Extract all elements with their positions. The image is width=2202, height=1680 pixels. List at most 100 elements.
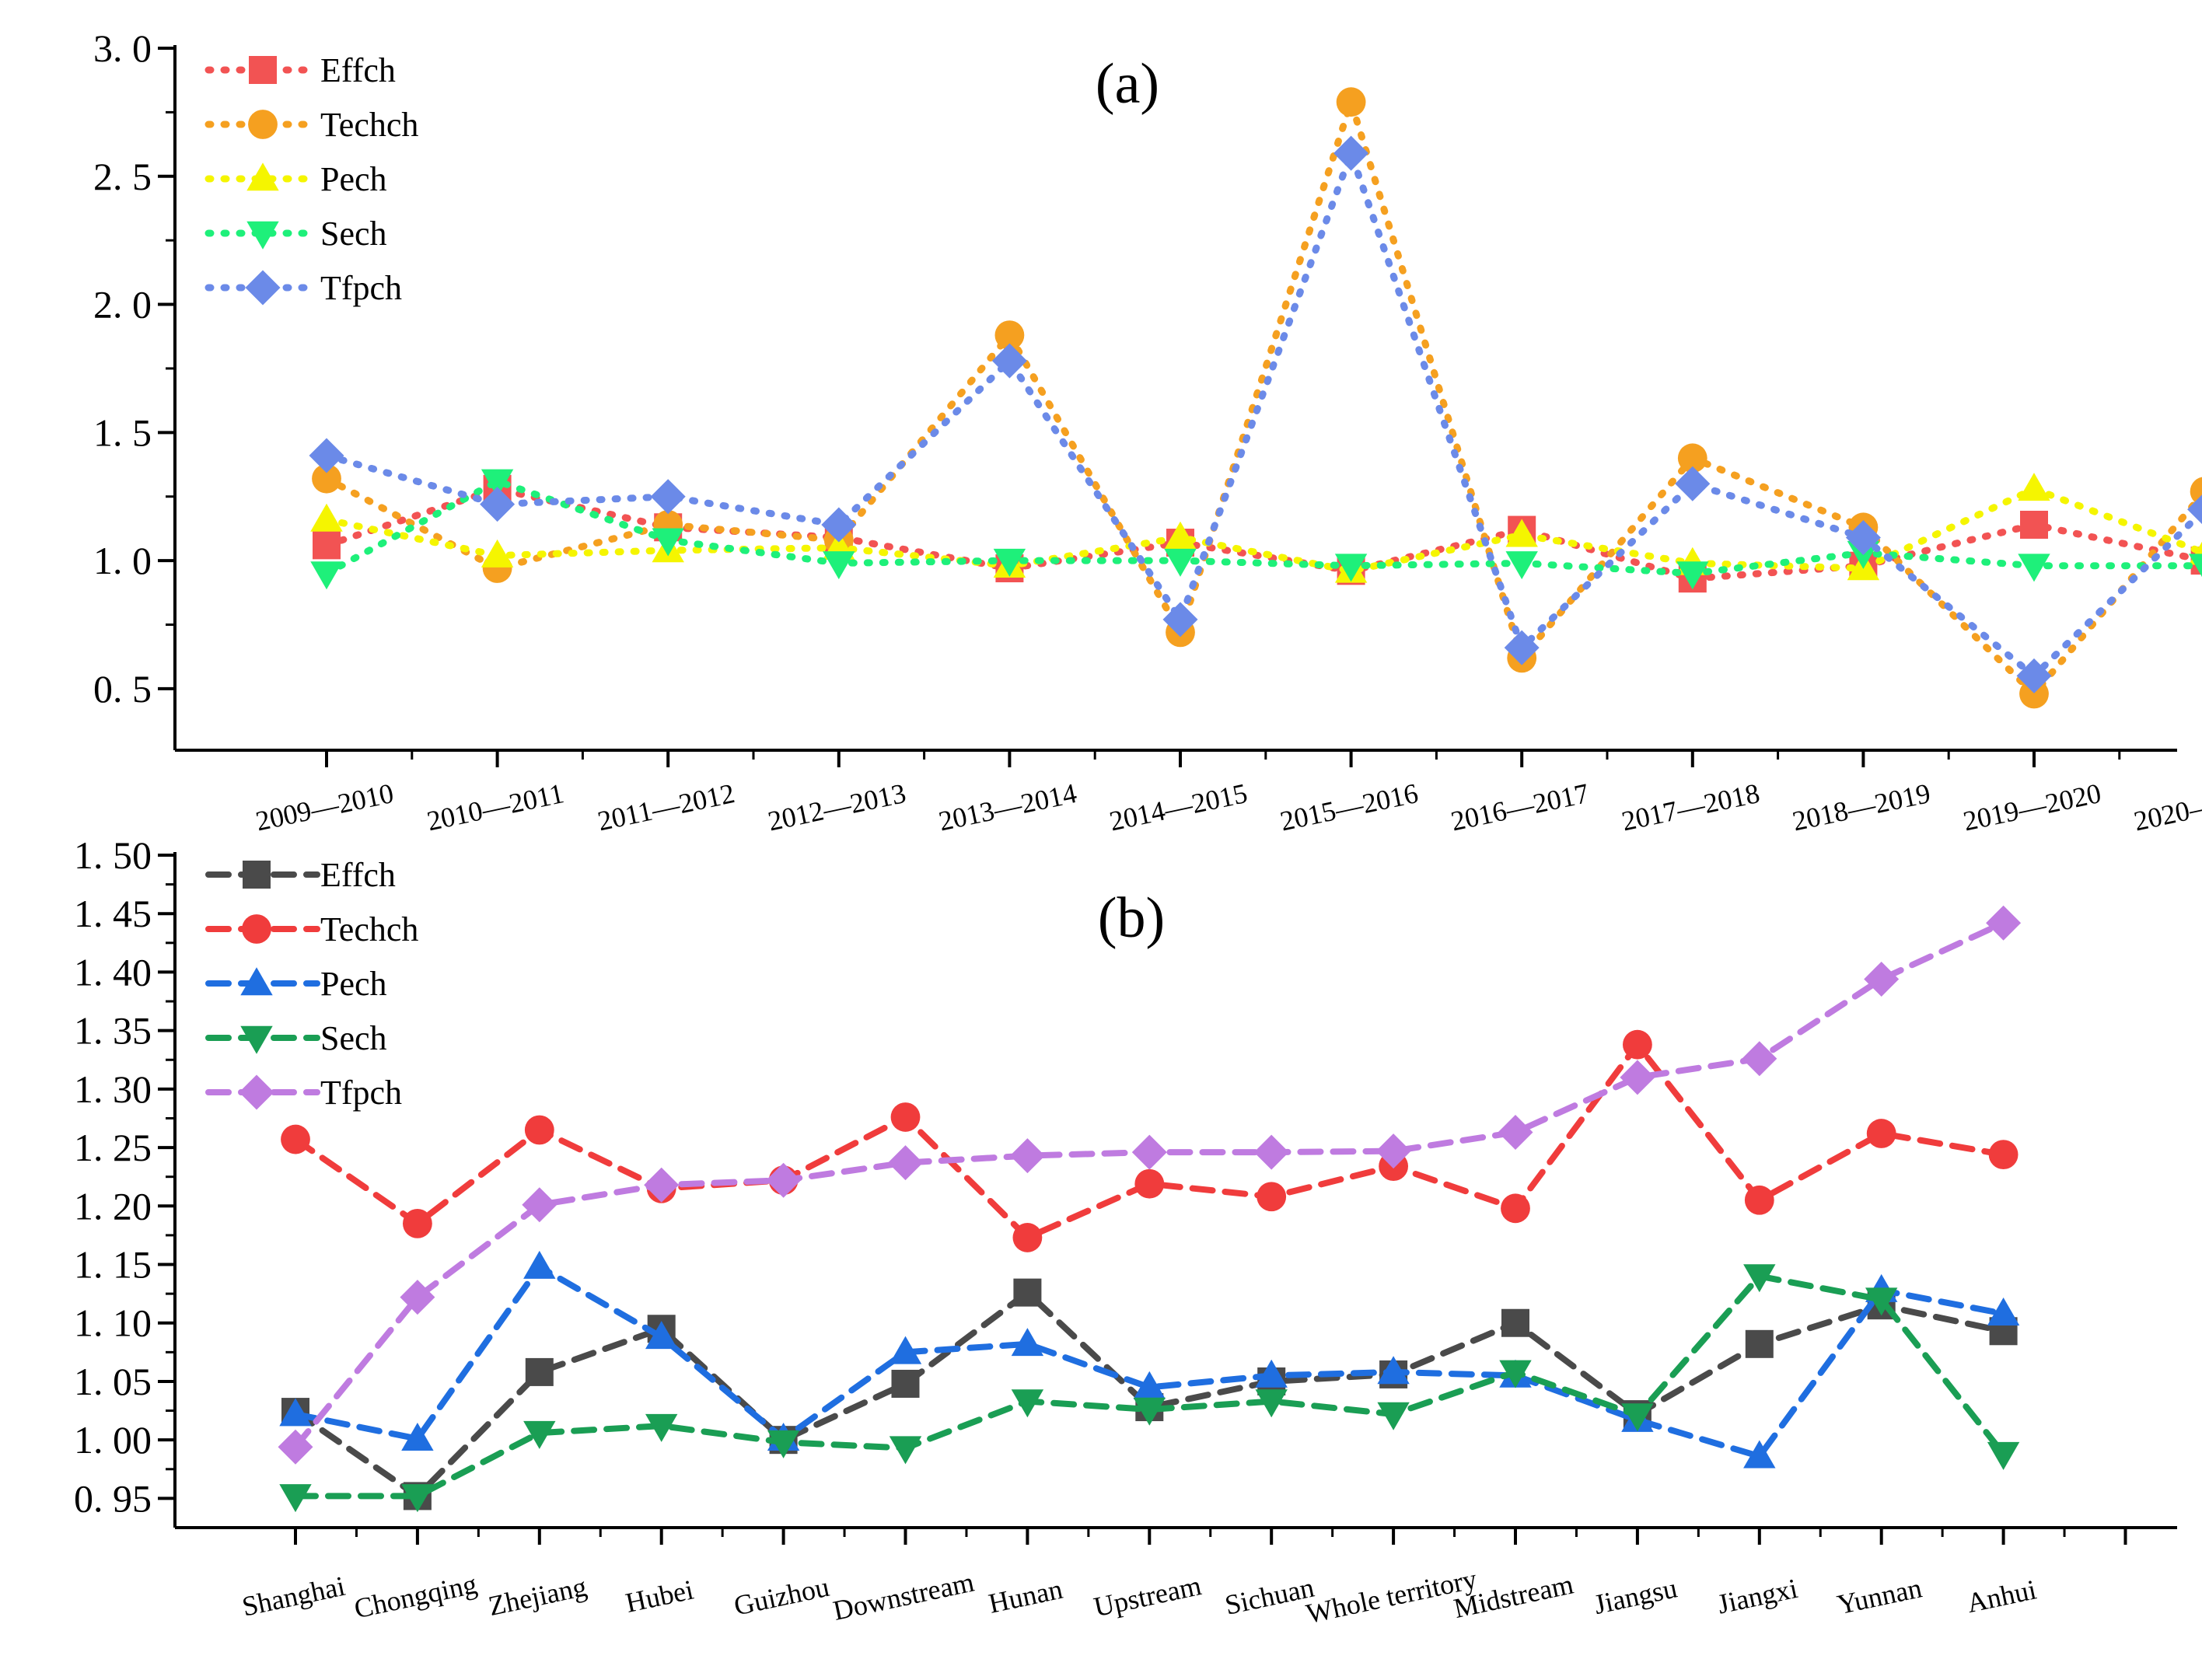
legend-label-effch: Effch bbox=[320, 51, 396, 89]
data-point-tfpch bbox=[522, 1187, 557, 1223]
x-tick-label: 2012—2013 bbox=[765, 777, 908, 837]
data-point-sech bbox=[481, 469, 514, 498]
panel-a-axes: 0. 5 1. 0 1. 5 2. 0 2. 5 3. 0 2009—2010 2010—20… bbox=[93, 26, 2202, 837]
data-point-tfpch bbox=[821, 507, 857, 543]
data-point-pech bbox=[401, 1422, 434, 1451]
data-point-pech bbox=[1505, 519, 1538, 547]
data-point-sech bbox=[2018, 554, 2050, 582]
data-point-techch bbox=[1677, 443, 1707, 473]
data-point-pech bbox=[1987, 1298, 2020, 1326]
panel-b-series-layer bbox=[278, 905, 2022, 1513]
panel-a-legend: Effch Techch Pech Sech Tfpch bbox=[204, 51, 418, 307]
legend-marker-sech bbox=[240, 1025, 273, 1054]
data-point-tfpch bbox=[400, 1280, 435, 1315]
y-tick-label: 1. 25 bbox=[74, 1126, 152, 1169]
data-point-sech bbox=[889, 1436, 922, 1465]
series-line-sech bbox=[323, 477, 2202, 578]
legend-marker-effch bbox=[243, 861, 271, 889]
data-point-pech bbox=[645, 1321, 678, 1350]
series-tfpch bbox=[309, 135, 2202, 693]
data-point-tfpch bbox=[309, 438, 344, 473]
panel-b-legend: Effch Techch Pech Sech Tfpch bbox=[205, 856, 418, 1112]
data-point-sech bbox=[1377, 1402, 1410, 1430]
data-point-techch bbox=[1744, 1185, 1774, 1215]
data-point-tfpch bbox=[1620, 1060, 1655, 1095]
series-sech bbox=[279, 1264, 2020, 1513]
data-point-effch bbox=[1501, 1308, 1529, 1337]
data-point-techch bbox=[2019, 679, 2049, 709]
data-point-techch bbox=[994, 320, 1025, 351]
data-point-pech bbox=[2018, 473, 2050, 501]
legend-marker-techch bbox=[242, 914, 271, 944]
x-tick-label: 2019—2020 bbox=[1960, 777, 2103, 837]
legend-label-sech: Sech bbox=[320, 1019, 387, 1057]
data-point-tfpch bbox=[278, 1429, 313, 1465]
data-point-effch bbox=[1013, 1278, 1042, 1307]
data-point-tfpch bbox=[1253, 1134, 1289, 1170]
data-point-sech bbox=[767, 1430, 800, 1458]
data-point-techch bbox=[1866, 1119, 1896, 1148]
data-point-sech bbox=[1499, 1360, 1532, 1388]
data-point-effch bbox=[1745, 1329, 1774, 1358]
x-tick-label: Sichuan bbox=[1222, 1572, 1317, 1621]
data-point-pech bbox=[310, 503, 343, 532]
data-point-effch bbox=[891, 1369, 920, 1398]
data-point-sech bbox=[279, 1484, 312, 1513]
legend-marker-sech bbox=[246, 221, 279, 250]
data-point-tfpch bbox=[1986, 905, 2022, 941]
data-point-sech bbox=[401, 1484, 434, 1513]
y-tick-label: 1. 05 bbox=[74, 1360, 152, 1403]
data-point-tfpch bbox=[1864, 961, 1900, 997]
y-tick-label: 1. 20 bbox=[74, 1184, 152, 1228]
data-point-sech bbox=[1133, 1397, 1166, 1426]
x-tick-label: 2016—2017 bbox=[1449, 777, 1592, 837]
x-tick-label: 2011—2012 bbox=[595, 777, 737, 837]
data-point-sech bbox=[1164, 548, 1197, 577]
data-point-pech bbox=[481, 539, 514, 568]
legend-label-effch: Effch bbox=[320, 856, 396, 894]
x-tick-label: Downstream bbox=[830, 1566, 977, 1626]
data-point-tfpch bbox=[1131, 1134, 1167, 1170]
data-point-tfpch bbox=[1675, 466, 1711, 501]
x-tick-label: Chongqing bbox=[351, 1568, 480, 1624]
data-point-sech bbox=[1743, 1264, 1776, 1293]
series-line-effch bbox=[323, 485, 2202, 582]
x-tick-label: Hunan bbox=[986, 1573, 1065, 1619]
data-point-effch bbox=[313, 531, 341, 560]
x-tick-label: 2010—2011 bbox=[425, 777, 567, 837]
data-point-pech bbox=[889, 1336, 922, 1364]
data-point-techch bbox=[1623, 1029, 1652, 1060]
data-point-pech bbox=[1743, 1440, 1776, 1469]
data-point-sech bbox=[1505, 551, 1538, 580]
data-point-pech bbox=[1133, 1371, 1166, 1399]
x-tick-label: Upstream bbox=[1091, 1570, 1204, 1622]
x-tick-label: 2014—2015 bbox=[1106, 777, 1250, 837]
data-point-sech bbox=[645, 1413, 678, 1442]
data-point-techch bbox=[281, 1124, 310, 1154]
panel-b-axes: 0. 95 1. 00 1. 05 1. 10 1. 15 1. 20 1. 25 1. 30… bbox=[74, 833, 2177, 1629]
y-tick-label: 1. 50 bbox=[74, 833, 152, 877]
x-tick-label: 2018—2019 bbox=[1790, 777, 1933, 837]
data-point-tfpch bbox=[1009, 1138, 1045, 1174]
y-tick-label: 1. 40 bbox=[74, 950, 152, 994]
data-point-techch bbox=[1257, 1182, 1287, 1212]
legend-marker-tfpch bbox=[245, 270, 281, 306]
y-tick-label: 1. 0 bbox=[93, 539, 152, 582]
x-tick-label: 2017—2018 bbox=[1619, 777, 1762, 837]
panel-b-title: (b) bbox=[1098, 886, 1165, 950]
legend-marker-pech bbox=[246, 162, 279, 191]
x-tick-label: 2015—2016 bbox=[1278, 777, 1421, 837]
data-point-effch bbox=[2020, 510, 2048, 539]
legend-marker-techch bbox=[248, 110, 278, 139]
data-point-techch bbox=[1012, 1223, 1043, 1252]
series-pech bbox=[279, 1250, 2020, 1469]
data-point-sech bbox=[652, 528, 684, 557]
data-point-tfpch bbox=[480, 487, 516, 522]
y-tick-label: 1. 30 bbox=[74, 1067, 152, 1111]
data-point-tfpch bbox=[1162, 602, 1198, 637]
data-point-techch bbox=[524, 1115, 554, 1145]
data-point-tfpch bbox=[1498, 1115, 1533, 1151]
data-point-pech bbox=[523, 1250, 556, 1279]
data-point-tfpch bbox=[1375, 1133, 1411, 1169]
